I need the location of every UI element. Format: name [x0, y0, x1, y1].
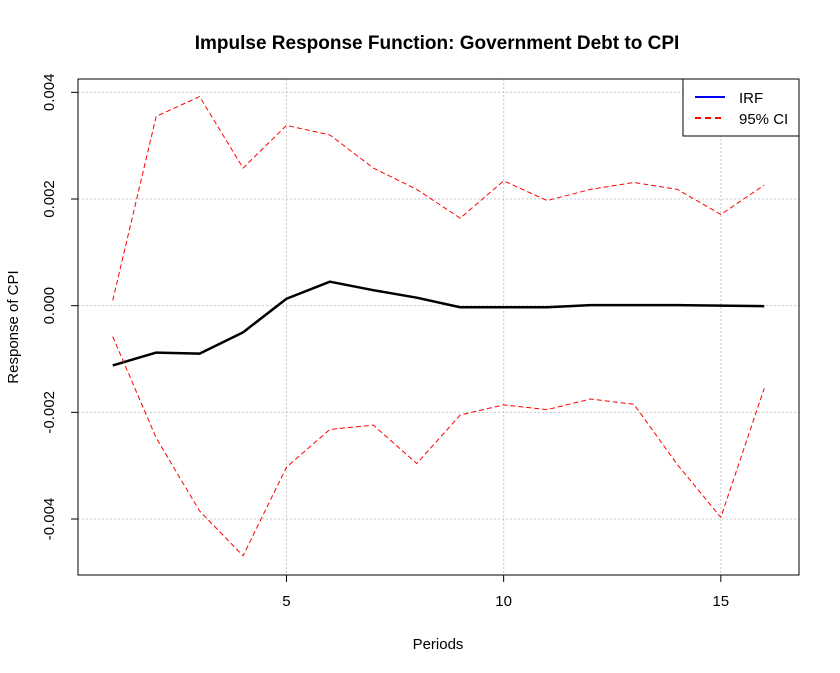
grid — [78, 79, 799, 575]
y-tick-label: -0.004 — [41, 498, 58, 541]
y-axis: -0.004 -0.002 0.000 0.002 0.004 — [41, 74, 78, 541]
irf-line — [112, 280, 765, 367]
x-tick-label: 10 — [495, 593, 512, 610]
legend-label-ci: 95% CI — [739, 111, 788, 128]
x-tick-label: 5 — [282, 593, 290, 610]
y-axis-label: Response of CPI — [5, 270, 22, 383]
y-tick-label: -0.002 — [41, 391, 58, 434]
legend-label-irf: IRF — [739, 90, 763, 107]
plot-frame — [77, 78, 800, 576]
x-tick-label: 15 — [712, 593, 729, 610]
x-axis: 5 10 15 — [282, 575, 729, 610]
legend: IRF 95% CI — [682, 78, 800, 137]
y-tick-label: 0.000 — [41, 287, 58, 325]
y-tick-label: 0.002 — [41, 180, 58, 218]
x-axis-label: Periods — [413, 636, 464, 653]
chart-title: Impulse Response Function: Government De… — [195, 33, 680, 54]
ci-lower-line — [112, 336, 765, 557]
legend-box — [682, 78, 800, 137]
ci-upper-line — [112, 96, 765, 301]
y-tick-label: 0.004 — [41, 74, 58, 112]
series-lines — [112, 96, 765, 557]
